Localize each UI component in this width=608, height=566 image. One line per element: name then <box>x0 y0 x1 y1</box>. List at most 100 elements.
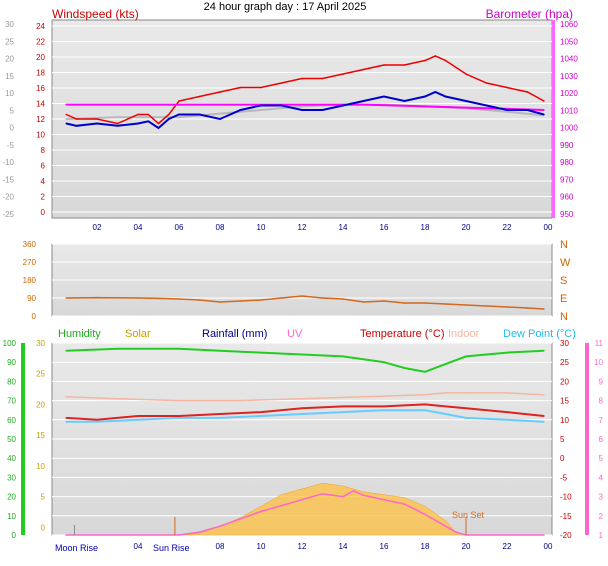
data-point <box>137 113 139 116</box>
data-point <box>506 392 508 394</box>
right-tick-label: -15 <box>560 512 572 521</box>
humidity-tick-label: 80 <box>7 377 16 386</box>
data-point <box>219 118 221 120</box>
temperature-axis-ticks: 302520151050-5-10-15-2011109876543211009… <box>3 339 604 551</box>
left-outer-tick-label: -20 <box>2 193 14 202</box>
left-inner-tick-label: 10 <box>36 462 45 471</box>
data-point <box>260 299 262 301</box>
data-point <box>96 420 98 423</box>
direction-tick-label: W <box>560 257 571 269</box>
series-line <box>66 90 545 130</box>
data-point <box>280 504 283 507</box>
left-tick-label: 18 <box>36 69 45 78</box>
data-point <box>198 113 201 116</box>
data-point <box>543 534 545 536</box>
x-tick-label: 20 <box>462 542 471 551</box>
humidity-tick-label: 20 <box>7 493 16 502</box>
x-tick-label: 16 <box>380 542 389 551</box>
humidity-tick-label: 70 <box>7 397 16 406</box>
left-inner-tick-label: 25 <box>36 370 45 379</box>
data-point <box>65 395 68 398</box>
data-point <box>403 302 406 304</box>
data-point <box>137 419 139 421</box>
data-point <box>403 367 406 369</box>
uv-tick-label: 4 <box>599 473 604 482</box>
data-point <box>526 109 529 111</box>
data-point <box>167 118 170 120</box>
humidity-tick-label: 10 <box>7 512 16 521</box>
data-point <box>65 420 68 423</box>
data-point <box>137 297 139 299</box>
uv-tick-label: 6 <box>599 435 604 444</box>
data-point <box>485 305 488 307</box>
data-point <box>506 86 508 89</box>
left-outer-tick-label: 5 <box>10 106 15 115</box>
chart-title: 24 hour graph day : 17 April 2025 <box>204 1 367 13</box>
data-point <box>424 302 426 304</box>
right-tick-label: 20 <box>560 377 569 386</box>
x-tick-label: 12 <box>298 223 307 232</box>
legend-dewpoint: Dew Point (°C) <box>503 328 576 340</box>
data-point <box>383 300 385 302</box>
data-point <box>239 103 242 106</box>
right-tick-label: 960 <box>560 193 574 202</box>
legend-indoor: Indoor <box>448 328 480 340</box>
left-tick-label: 0 <box>32 312 37 321</box>
data-point <box>65 122 68 125</box>
data-point <box>116 122 119 125</box>
left-tick-label: 10 <box>36 131 45 140</box>
data-point <box>362 395 365 398</box>
humidity-tick-label: 0 <box>12 531 17 540</box>
data-point <box>321 109 324 111</box>
series-line <box>66 347 544 373</box>
data-point <box>383 405 385 408</box>
data-point <box>444 405 447 408</box>
right-tick-label: 980 <box>560 158 574 167</box>
right-tick-label: 5 <box>560 435 565 444</box>
left-tick-label: 12 <box>36 115 45 124</box>
right-tick-label: 1050 <box>560 37 578 46</box>
right-tick-label: 10 <box>560 416 569 425</box>
data-point <box>506 411 508 413</box>
data-point <box>424 394 426 396</box>
right-tick-label: 970 <box>560 175 574 184</box>
data-point <box>280 82 283 84</box>
x-tick-label: 20 <box>462 223 471 232</box>
humidity-tick-label: 50 <box>7 435 16 444</box>
x-tick-label: 00 <box>544 223 553 232</box>
data-point <box>65 118 68 120</box>
left-outer-tick-label: 20 <box>5 55 14 64</box>
data-point <box>178 417 180 419</box>
data-point <box>301 353 303 356</box>
data-point <box>465 73 467 75</box>
right-tick-label: -5 <box>560 473 568 482</box>
data-point <box>116 124 119 127</box>
data-point <box>178 298 180 300</box>
data-point <box>506 109 508 111</box>
uv-tick-label: 7 <box>599 416 604 425</box>
data-point <box>96 419 98 421</box>
data-point <box>65 103 68 106</box>
right-tick-label: 990 <box>560 141 574 150</box>
data-point <box>465 100 467 102</box>
data-point <box>444 413 447 415</box>
data-point <box>383 409 385 412</box>
left-tick-label: 24 <box>36 22 45 31</box>
data-point <box>444 59 447 62</box>
left-outer-tick-label: -25 <box>2 210 14 219</box>
data-point <box>434 91 437 93</box>
data-point <box>260 86 262 89</box>
data-point <box>301 105 303 108</box>
data-point <box>362 103 365 106</box>
uv-tick-label: 8 <box>599 397 604 406</box>
right-tick-label: 1020 <box>560 89 578 98</box>
data-point <box>198 531 201 533</box>
data-point <box>383 95 385 98</box>
series-line <box>66 403 545 421</box>
uv-tick-label: 5 <box>599 454 604 463</box>
data-point <box>219 301 221 303</box>
left-inner-tick-label: 20 <box>36 400 45 409</box>
data-point <box>424 371 426 373</box>
x-tick-label: 16 <box>380 223 389 232</box>
